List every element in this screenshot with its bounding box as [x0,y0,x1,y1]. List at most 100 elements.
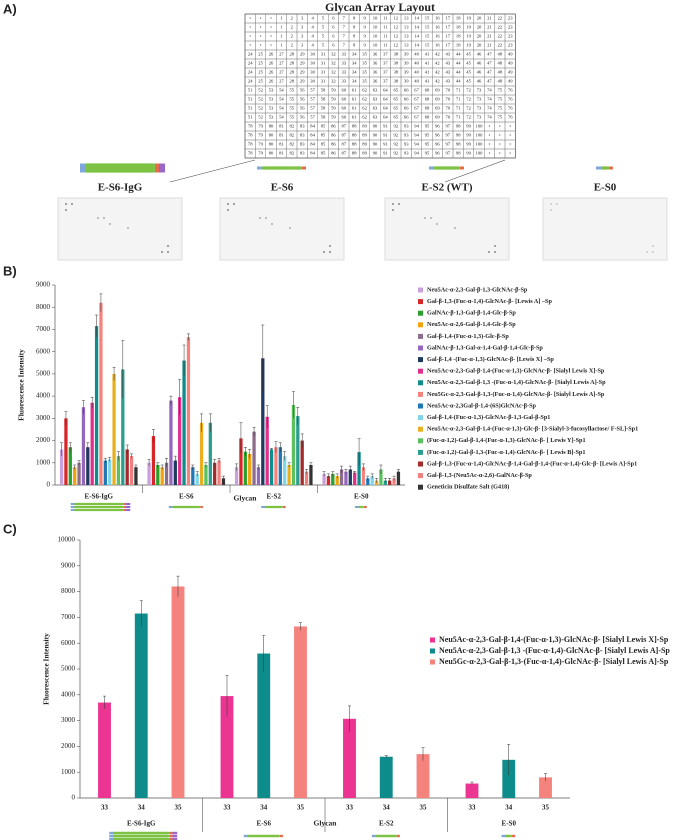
table-cell-text: 45 [466,70,471,75]
table-cell-text: 9 [363,34,366,39]
table-cell-text: 61 [352,97,357,102]
table-cell-text: 56 [300,115,305,120]
bar [322,473,326,485]
table-cell-text: 22 [498,34,503,39]
icon-body [375,834,397,838]
table-cell-text: 85 [321,142,326,147]
table-cell-text: 24 [248,79,253,84]
table-cell-text: 87 [342,133,347,138]
legend-label: Neu5Ac-α-2,3-Gal-β-1,4-(Fuc-α-1,3)-GlcNA… [427,368,605,375]
table-cell-text: 57 [310,97,315,102]
table-cell-text: 100 [476,133,484,138]
icon-tail [70,508,75,512]
table-cell-text: 57 [310,106,315,111]
bar-label: 35 [175,804,183,812]
legend-swatch [430,637,435,643]
bar [98,702,111,798]
table-cell-text: 70 [446,97,451,102]
table-cell-text: 87 [342,142,347,147]
table-cell-text: 69 [435,106,440,111]
table-cell-text: 3 [301,25,304,30]
table-cell-text: 95 [425,142,430,147]
legend-label: Neu5Ac-α-2,3Gal-β-1,4-(6S)GlcNAc-β-Sp [427,402,537,409]
table-cell-text: 65 [394,106,399,111]
table-cell-text: 100 [476,151,484,156]
table-cell-text: 84 [310,151,315,156]
table-cell-text: 84 [310,124,315,129]
icon-body [85,166,155,170]
array-spot [71,203,73,205]
icon-head [169,834,173,838]
icon-body [74,508,124,512]
icon-body [113,831,170,835]
icon-body [74,505,124,509]
array-spot [424,217,426,219]
table-cell-text: 33 [342,52,347,57]
bar [134,467,138,485]
table-cell-text: 42 [435,61,440,66]
y-tick-label: 5000 [36,369,51,377]
bar [278,447,282,485]
table-cell-text: 27 [279,79,284,84]
table-cell-text: 70 [446,106,451,111]
bar [134,613,148,798]
table-cell-text: 44 [456,70,461,75]
icon-body [113,837,170,840]
bar [112,373,116,485]
y-tick-label: 0 [72,794,76,802]
legend-label: Neu5Ac-α-2,3-Gal-β-1,3-GlcNAc-β-Sp [427,286,528,293]
table-cell-text: 39 [404,52,409,57]
table-cell-text: 90 [373,124,378,129]
legend-swatch [418,333,423,339]
table-cell-text: 88 [352,142,357,147]
table-cell-text: 76 [508,97,513,102]
table-cell-text: 25 [258,79,263,84]
bar [379,756,393,798]
legend-swatch [418,310,423,316]
bar [261,358,265,485]
table-cell-text: 85 [321,124,326,129]
table-cell-text: 79 [258,124,263,129]
table-cell-text: 18 [456,16,461,21]
array-spot [454,227,456,229]
table-cell-text: 60 [342,106,347,111]
table-cell-text: 43 [446,79,451,84]
array-spot [103,217,105,219]
table-cell-text: 4 [311,25,314,30]
table-cell-text: • [270,43,272,48]
table-cell-text: 37 [383,52,388,57]
table-cell-text: 67 [414,106,419,111]
table-cell-text: 85 [321,133,326,138]
table-cell-text: • [509,142,511,147]
table-cell-text: 55 [290,97,295,102]
array-spot [97,217,99,219]
table-cell-text: 21 [487,34,492,39]
legend-label: Gal-β-1,4-(Fuc-α-1,3)-Glc-β-Sp [427,333,509,340]
table-cell-text: 10 [373,16,378,21]
table-cell-text: 79 [258,133,263,138]
table-cell-text: 17 [446,25,451,30]
array-spot [550,209,552,211]
icon-fc [159,163,165,167]
table-cell-text: 11 [383,43,388,48]
table-cell-text: 63 [373,106,378,111]
table-cell-text: 30 [310,61,315,66]
table-cell-text: 65 [394,88,399,93]
bar [379,469,383,485]
table-cell-text: 31 [321,52,326,57]
legend-swatch [418,473,423,479]
table-cell-text: 85 [321,151,326,156]
array-spot [289,227,291,229]
bar [370,476,374,485]
bar [252,431,256,485]
table-cell-text: 24 [248,61,253,66]
table-cell-text: 48 [498,70,503,75]
table-cell [504,148,516,159]
table-cell-text: 90 [373,142,378,147]
array-spot [227,203,229,205]
table-cell-text: 92 [394,142,399,147]
table-cell-text: • [249,34,251,39]
icon-fc [159,166,165,170]
bar [86,447,90,485]
table-cell-text: 69 [435,97,440,102]
